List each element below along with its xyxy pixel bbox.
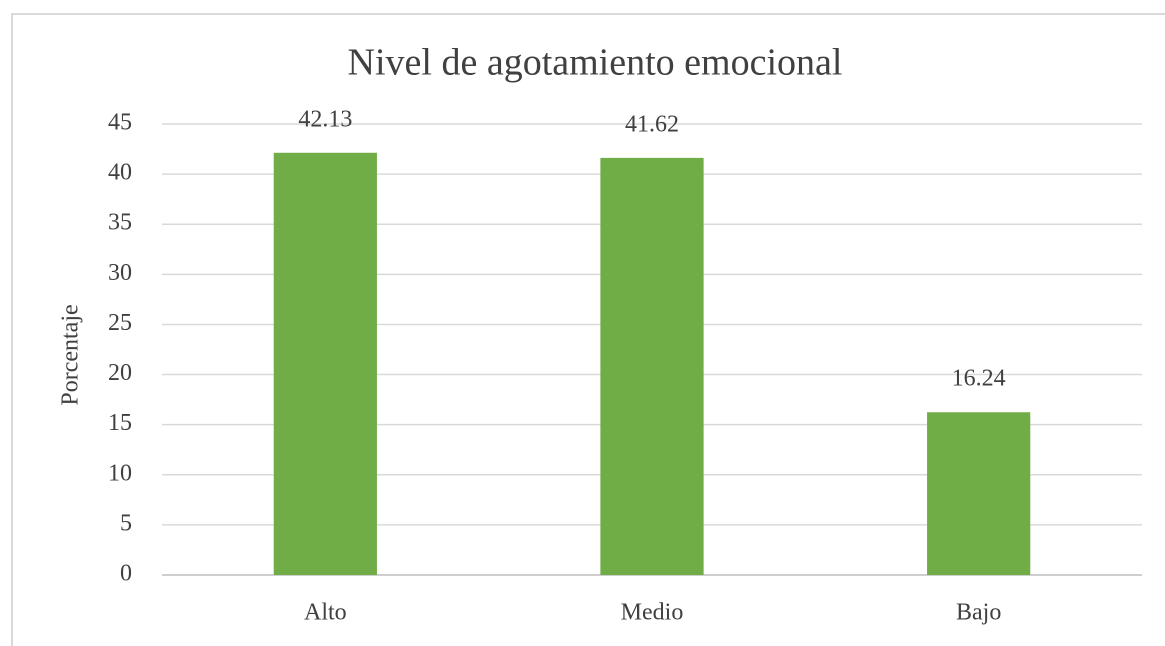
y-axis-label: Porcentaje [58, 304, 84, 405]
data-label: 42.13 [298, 106, 352, 132]
bar [600, 157, 704, 575]
y-tick-label: 10 [108, 460, 132, 486]
x-tick-label: Alto [304, 600, 347, 626]
chart-title: Nivel de agotamiento emocional [348, 42, 843, 84]
y-tick-label: 30 [108, 260, 132, 286]
data-label: 41.62 [625, 111, 679, 137]
x-tick-label: Medio [621, 600, 684, 626]
y-tick-label: 35 [108, 210, 132, 236]
y-tick-label: 40 [108, 160, 132, 186]
x-tick-label: Bajo [956, 600, 1001, 626]
y-tick-label: 45 [108, 110, 132, 136]
y-tick-label: 0 [120, 561, 132, 587]
y-tick-label: 20 [108, 360, 132, 386]
bar [273, 152, 377, 575]
chart-border [11, 13, 1165, 646]
y-tick-label: 25 [108, 310, 132, 336]
y-tick-label: 15 [108, 410, 132, 436]
data-label: 16.24 [952, 366, 1006, 392]
y-tick-label: 5 [120, 510, 132, 536]
bar [927, 412, 1031, 575]
